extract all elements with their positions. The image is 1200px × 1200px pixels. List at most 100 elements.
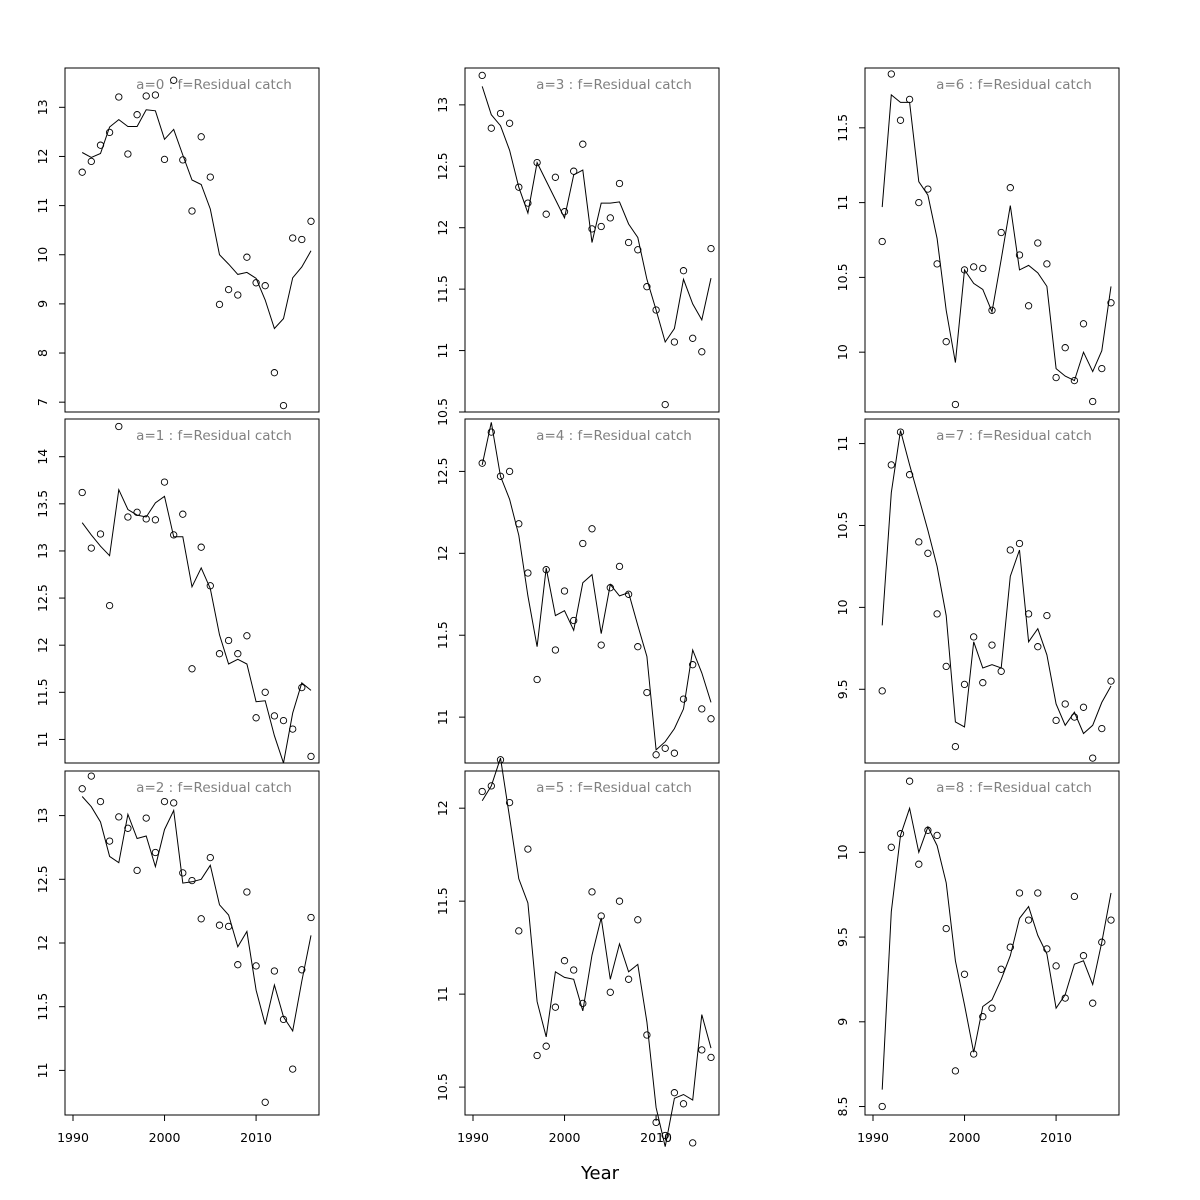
observed-point xyxy=(279,1015,288,1024)
observed-point xyxy=(661,1131,669,1140)
observed-point xyxy=(515,927,523,935)
observed-point xyxy=(487,782,495,790)
y-tick-label: 8.5 xyxy=(835,1097,850,1117)
observed-point xyxy=(160,155,169,164)
observed-point xyxy=(151,848,160,857)
observed-point xyxy=(679,695,688,703)
observed-point xyxy=(1070,376,1079,385)
observed-point xyxy=(652,1118,660,1127)
y-tick-label: 13 xyxy=(35,99,50,115)
observed-point xyxy=(960,266,969,274)
observed-point xyxy=(624,590,633,598)
panel-2: a=6 : f=Residual catch 10 10.5 11 11.5 xyxy=(835,67,1120,413)
observed-point xyxy=(887,843,895,851)
panel-title: a=7 : f=Residual catch xyxy=(936,428,1092,444)
observed-point xyxy=(170,76,178,84)
observed-point xyxy=(206,173,214,181)
y-tick-label: 11 xyxy=(435,709,450,725)
y-tick-label: 12 xyxy=(35,637,50,653)
observed-point xyxy=(289,1065,297,1073)
observed-point xyxy=(533,675,541,684)
observed-point xyxy=(679,1100,688,1108)
panel-frame xyxy=(64,67,320,413)
observed-point xyxy=(643,283,651,291)
observed-point xyxy=(279,401,288,410)
observed-point xyxy=(524,199,532,207)
observed-point xyxy=(96,530,105,538)
observed-point xyxy=(997,228,1005,237)
observed-point xyxy=(298,683,306,692)
observed-point xyxy=(224,285,233,294)
panel-frame xyxy=(864,770,1120,1116)
observed-point xyxy=(1079,703,1088,711)
y-tick-label: 11 xyxy=(35,731,50,747)
y-tick-label: 11.5 xyxy=(435,621,450,649)
observed-point xyxy=(515,183,523,191)
y-tick-label: 11 xyxy=(835,195,850,211)
observed-point xyxy=(252,714,260,722)
observed-point xyxy=(887,70,895,78)
observed-point xyxy=(652,306,660,314)
observed-point xyxy=(170,531,178,539)
y-tick-label: 8 xyxy=(35,349,50,357)
y-tick-label: 11.5 xyxy=(835,114,850,142)
observed-point xyxy=(970,263,978,271)
panel-frame xyxy=(64,770,320,1116)
observed-point xyxy=(206,853,214,862)
observed-point xyxy=(551,173,560,181)
observed-point xyxy=(560,957,569,965)
observed-point xyxy=(960,680,969,689)
observed-point xyxy=(979,679,987,687)
observed-point xyxy=(960,970,969,978)
observed-point xyxy=(707,1053,715,1062)
observed-point xyxy=(1006,943,1014,951)
y-tick-label: 11.5 xyxy=(35,678,50,706)
x-tick-label: 2000 xyxy=(549,1130,581,1145)
observed-point xyxy=(105,837,114,845)
observed-point xyxy=(1107,299,1115,307)
panel-title: a=0 : f=Residual catch xyxy=(136,77,292,93)
panel-frame xyxy=(464,418,720,764)
y-tick-label: 12.5 xyxy=(435,152,450,180)
observed-point xyxy=(115,93,123,101)
observed-point xyxy=(1070,713,1079,721)
observed-point xyxy=(206,582,214,590)
y-tick-label: 10.5 xyxy=(435,398,450,426)
observed-point xyxy=(234,291,242,299)
y-tick-label: 13 xyxy=(35,808,50,824)
y-tick-label: 10 xyxy=(835,844,850,860)
y-tick-label: 11.5 xyxy=(435,275,450,303)
panel-4: a=4 : f=Residual catch 11 11.5 12 12.5 xyxy=(435,418,720,764)
fitted-series-line xyxy=(881,806,1112,1090)
x-tick-label: 1990 xyxy=(57,1130,89,1145)
observed-point xyxy=(988,641,996,649)
observed-point xyxy=(924,549,932,557)
observed-point xyxy=(234,961,242,969)
observed-point xyxy=(661,400,669,409)
observed-point xyxy=(524,845,532,853)
observed-point xyxy=(579,140,587,148)
observed-point xyxy=(142,92,150,100)
observed-point xyxy=(1061,344,1069,352)
observed-point xyxy=(624,238,633,247)
panel-3: a=1 : f=Residual catch 11 11.5 12 12.5 13 13.5… xyxy=(35,418,320,764)
observed-point xyxy=(197,915,205,923)
observed-point xyxy=(915,860,923,868)
y-tick-label: 10.5 xyxy=(835,263,850,291)
observed-point xyxy=(289,234,297,242)
observed-point xyxy=(215,921,224,929)
observed-point xyxy=(105,128,114,137)
observed-point xyxy=(197,133,205,141)
y-tick-label: 13 xyxy=(435,97,450,113)
observed-point xyxy=(261,282,269,290)
observed-point xyxy=(652,751,660,759)
observed-point xyxy=(1034,239,1042,247)
observed-point xyxy=(896,116,905,124)
y-tick-label: 12 xyxy=(35,935,50,951)
observed-point xyxy=(270,369,279,377)
y-tick-label: 7 xyxy=(35,398,50,406)
observed-point xyxy=(279,716,288,725)
observed-point xyxy=(151,91,160,99)
fitted-series-line xyxy=(481,757,712,1147)
observed-point xyxy=(942,662,950,671)
